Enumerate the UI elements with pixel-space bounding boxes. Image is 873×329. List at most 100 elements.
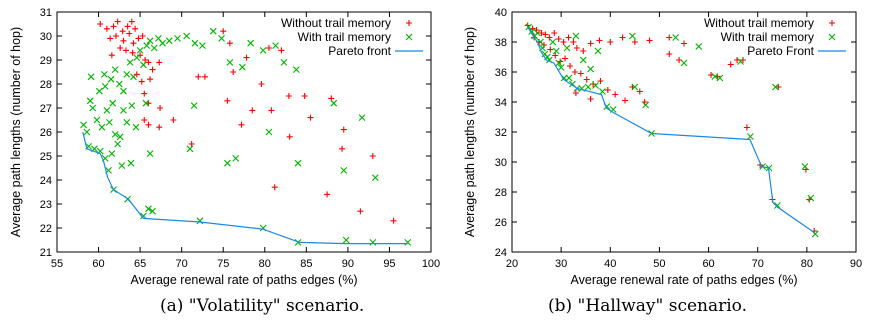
point-without-trail-memory: [122, 47, 129, 54]
point-without-trail-memory: [130, 40, 137, 47]
point-with-trail-memory: [101, 83, 109, 90]
point-with-trail-memory: [136, 47, 144, 54]
point-without-trail-memory: [138, 78, 145, 85]
point-with-trail-memory: [143, 42, 151, 49]
point-without-trail-memory: [141, 117, 148, 123]
point-with-trail-memory: [165, 37, 173, 45]
point-without-trail-memory: [142, 57, 149, 63]
y-tick-label: 28: [40, 79, 52, 91]
point-with-trail-memory: [238, 63, 246, 71]
point-with-trail-memory: [109, 99, 117, 107]
point-with-trail-memory: [199, 42, 206, 49]
legend-plus-marker: [829, 20, 835, 26]
point-with-trail-memory: [358, 114, 366, 121]
point-with-trail-memory: [594, 47, 602, 55]
point-with-trail-memory: [711, 73, 719, 80]
point-with-trail-memory: [149, 207, 156, 215]
point-with-trail-memory: [93, 116, 101, 124]
point-with-trail-memory: [114, 140, 122, 148]
point-without-trail-memory: [195, 73, 202, 80]
point-with-trail-memory: [629, 32, 636, 40]
point-with-trail-memory: [108, 150, 116, 157]
point-without-trail-memory: [580, 48, 587, 54]
point-without-trail-memory: [124, 23, 131, 30]
pareto-front-line: [527, 26, 815, 233]
point-without-trail-memory: [141, 90, 148, 97]
point-with-trail-memory: [146, 37, 154, 45]
point-without-trail-memory: [147, 76, 154, 83]
x-tick-label: 60: [702, 258, 714, 270]
point-with-trail-memory: [404, 239, 412, 246]
point-without-trail-memory: [339, 145, 346, 152]
y-tick-label: 40: [495, 7, 507, 19]
point-with-trail-memory: [371, 174, 379, 181]
point-without-trail-memory: [249, 107, 256, 114]
point-without-trail-memory: [597, 78, 604, 84]
point-without-trail-memory: [265, 45, 272, 51]
point-with-trail-memory: [631, 83, 639, 91]
legend-plus-marker: [406, 20, 412, 26]
point-with-trail-memory: [555, 59, 563, 67]
y-tick-label: 32: [495, 127, 507, 139]
point-with-trail-memory: [272, 42, 279, 49]
point-with-trail-memory: [190, 102, 198, 109]
point-with-trail-memory: [557, 64, 565, 71]
point-with-trail-memory: [120, 87, 127, 95]
point-without-trail-memory: [583, 76, 590, 83]
point-with-trail-memory: [592, 82, 599, 89]
point-with-trail-memory: [196, 217, 204, 225]
point-without-trail-memory: [238, 121, 245, 128]
x-tick-label: 90: [850, 258, 862, 270]
x-tick-label: 75: [217, 258, 229, 270]
point-without-trail-memory: [230, 69, 237, 75]
point-without-trail-memory: [646, 37, 653, 44]
y-tick-label: 22: [40, 223, 52, 235]
y-tick-label: 29: [40, 55, 52, 67]
legend-label: With trail memory: [721, 30, 814, 44]
point-with-trail-memory: [95, 87, 103, 95]
point-without-trail-memory: [170, 117, 177, 123]
point-without-trail-memory: [117, 45, 124, 51]
legend-x-marker: [828, 33, 836, 41]
x-tick-label: 80: [801, 258, 813, 270]
point-with-trail-memory: [369, 239, 377, 246]
point-with-trail-memory: [128, 102, 136, 109]
point-with-trail-memory: [86, 97, 94, 105]
point-with-trail-memory: [159, 39, 166, 47]
legend-label: Without trail memory: [704, 16, 814, 30]
point-with-trail-memory: [340, 167, 348, 174]
x-tick-label: 65: [134, 258, 146, 270]
caption-volatility: (a) "Volatility" scenario.: [160, 296, 365, 316]
point-with-trail-memory: [342, 236, 350, 244]
point-without-trail-memory: [224, 97, 231, 104]
point-with-trail-memory: [232, 155, 240, 162]
point-without-trail-memory: [607, 39, 614, 45]
point-with-trail-memory: [191, 39, 199, 47]
point-without-trail-memory: [307, 114, 314, 121]
x-tick-label: 50: [653, 258, 665, 270]
point-without-trail-memory: [120, 37, 127, 44]
point-without-trail-memory: [566, 63, 573, 69]
point-without-trail-memory: [286, 133, 293, 140]
point-without-trail-memory: [137, 52, 144, 59]
point-with-trail-memory: [642, 101, 650, 109]
x-tick-label: 70: [752, 258, 764, 270]
point-without-trail-memory: [285, 93, 292, 99]
y-tick-label: 26: [40, 127, 52, 139]
point-without-trail-memory: [129, 49, 136, 56]
point-without-trail-memory: [126, 30, 133, 37]
x-tick-label: 30: [555, 258, 567, 270]
y-tick-label: 25: [40, 151, 52, 163]
point-with-trail-memory: [218, 35, 225, 42]
point-without-trail-memory: [324, 191, 331, 198]
x-tick-label: 100: [422, 258, 440, 270]
point-without-trail-memory: [149, 66, 156, 73]
x-tick-label: 40: [604, 258, 616, 270]
point-without-trail-memory: [133, 71, 140, 78]
point-with-trail-memory: [565, 74, 573, 82]
y-tick-label: 31: [40, 7, 52, 19]
x-tick-label: 20: [506, 258, 518, 270]
point-without-trail-memory: [587, 40, 594, 47]
point-without-trail-memory: [552, 52, 559, 59]
point-without-trail-memory: [340, 126, 347, 133]
